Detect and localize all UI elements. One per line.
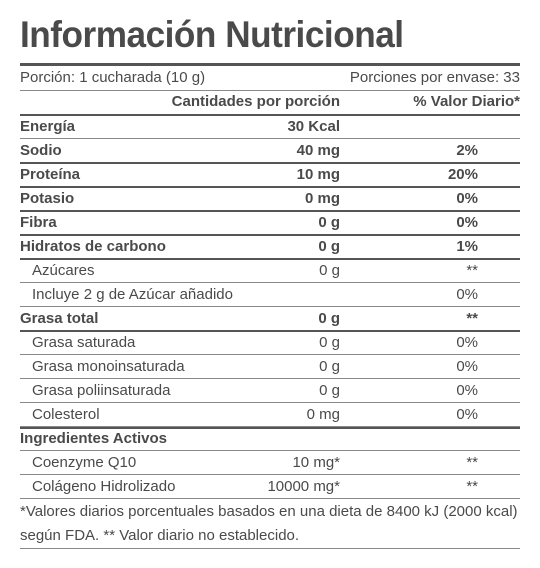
table-row: Fibra 0 g 0%: [20, 211, 520, 235]
divider: [20, 378, 520, 379]
nutrient-daily-value: 0%: [456, 190, 478, 207]
ingredient-name: Colágeno Hidrolizado: [32, 478, 176, 495]
nutrient-amount: 40 mg: [296, 142, 340, 159]
divider: [20, 234, 520, 236]
ingredient-daily-value: **: [466, 454, 478, 471]
table-row: Coenzyme Q10 10 mg* **: [20, 451, 520, 475]
table-row: Grasa total 0 g **: [20, 307, 520, 331]
divider: [20, 90, 520, 91]
divider: [20, 548, 520, 549]
table-row: Grasa saturada 0 g 0%: [20, 331, 520, 355]
divider: [20, 114, 520, 116]
nutrient-amount: 10 mg: [296, 166, 340, 183]
nutrient-name: Grasa monoinsaturada: [32, 358, 185, 375]
divider: [20, 258, 520, 260]
table-row: Azúcares 0 g **: [20, 259, 520, 283]
nutrient-name: Hidratos de carbono: [20, 238, 166, 255]
table-row: Incluye 2 g de Azúcar añadido 0%: [20, 283, 520, 307]
nutrient-name: Grasa saturada: [32, 334, 136, 351]
ingredient-daily-value: **: [466, 478, 478, 495]
nutrient-amount: 0 mg: [306, 406, 340, 423]
table-row: Potasio 0 mg 0%: [20, 187, 520, 211]
table-row: Energía 30 Kcal: [20, 115, 520, 139]
nutrient-daily-value: 0%: [456, 358, 478, 375]
nutrient-daily-value: 0%: [456, 214, 478, 231]
divider: [20, 162, 520, 164]
ingredient-amount: 10 mg*: [292, 454, 340, 471]
divider: [20, 138, 520, 139]
divider: [20, 210, 520, 212]
nutrient-name: Incluye 2 g de Azúcar añadido: [32, 286, 233, 303]
nutrient-daily-value: 2%: [456, 142, 478, 159]
nutrient-daily-value: 20%: [447, 166, 478, 183]
table-row: Colesterol 0 mg 0%: [20, 403, 520, 427]
dv-column-header: % Valor Diario*: [413, 93, 520, 110]
divider: [20, 330, 520, 332]
active-ingredients-heading: Ingredientes Activos: [20, 430, 167, 447]
table-row: Grasa poliinsaturada 0 g 0%: [20, 379, 520, 403]
divider: [20, 402, 520, 403]
divider: [20, 186, 520, 188]
page-title: Información Nutricional: [20, 14, 404, 55]
nutrient-daily-value: 0%: [456, 334, 478, 351]
nutrient-name: Grasa poliinsaturada: [32, 382, 171, 399]
ingredient-name: Coenzyme Q10: [32, 454, 137, 471]
nutrient-daily-value: **: [466, 310, 478, 327]
nutrient-amount: 0 g: [319, 382, 340, 399]
nutrient-name: Potasio: [20, 190, 75, 207]
divider: [20, 282, 520, 283]
nutrient-name: Sodio: [20, 142, 62, 159]
serving-row: Porción: 1 cucharada (10 g) Porciones po…: [20, 66, 520, 90]
divider: [20, 498, 520, 499]
table-row: Colágeno Hidrolizado 10000 mg* **: [20, 475, 520, 499]
divider: [20, 450, 520, 451]
nutrient-amount: 0 mg: [304, 190, 340, 207]
nutrient-amount: 0 g: [318, 310, 340, 327]
table-row: Sodio 40 mg 2%: [20, 139, 520, 163]
divider: [20, 427, 520, 429]
divider: [20, 474, 520, 475]
divider: [20, 306, 520, 307]
nutrient-name: Grasa total: [20, 310, 99, 327]
nutrient-amount: 0 g: [319, 262, 340, 279]
amount-column-header: Cantidades por porción: [171, 93, 340, 110]
nutrient-name: Colesterol: [32, 406, 100, 423]
ingredient-amount: 10000 mg*: [267, 478, 340, 495]
column-header-row: Cantidades por porción % Valor Diario*: [20, 90, 520, 114]
nutrient-daily-value: 1%: [456, 238, 478, 255]
nutrient-daily-value: 0%: [456, 406, 478, 423]
table-row: Grasa monoinsaturada 0 g 0%: [20, 355, 520, 379]
nutrient-name: Azúcares: [32, 262, 95, 279]
nutrient-name: Proteína: [20, 166, 81, 183]
portion-size: Porción: 1 cucharada (10 g): [20, 69, 206, 86]
nutrient-daily-value: **: [466, 262, 478, 279]
active-ingredients-heading-row: Ingredientes Activos: [20, 427, 520, 451]
footnote: *Valores diarios porcentuales basados en…: [20, 503, 518, 544]
nutrient-name: Fibra: [20, 214, 57, 231]
nutrient-amount: 0 g: [319, 358, 340, 375]
table-row: Hidratos de carbono 0 g 1%: [20, 235, 520, 259]
nutrient-amount: 30 Kcal: [287, 118, 340, 135]
divider: [20, 354, 520, 355]
nutrient-name: Energía: [20, 118, 76, 135]
nutrient-amount: 0 g: [319, 334, 340, 351]
nutrient-amount: 0 g: [318, 238, 340, 255]
divider: [20, 63, 520, 66]
table-row: Proteína 10 mg 20%: [20, 163, 520, 187]
nutrient-daily-value: 0%: [456, 286, 478, 303]
servings-per-container: Porciones por envase: 33: [349, 69, 520, 86]
nutrient-daily-value: 0%: [456, 382, 478, 399]
nutrient-amount: 0 g: [318, 214, 340, 231]
divider: [20, 426, 520, 427]
